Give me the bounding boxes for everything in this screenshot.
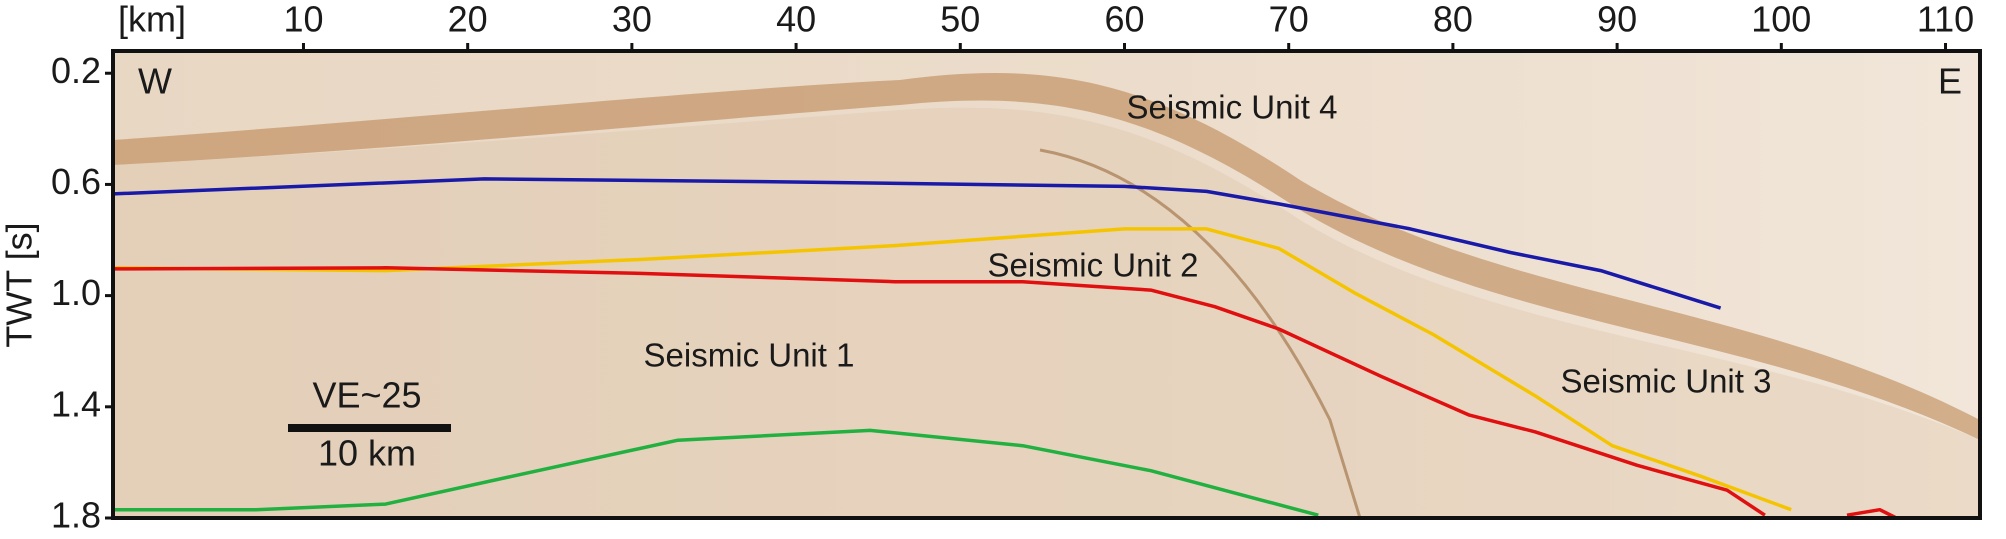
annotation: E xyxy=(1938,61,1962,102)
annotation: Seismic Unit 3 xyxy=(1561,363,1772,400)
y-tick-label: 0.6 xyxy=(51,161,101,202)
scale-length: 10 km xyxy=(318,433,416,474)
plot-area xyxy=(112,177,1898,520)
annotation: Seismic Unit 4 xyxy=(1127,89,1338,126)
x-axis-label: [km] xyxy=(118,0,186,40)
x-tick-label: 10 xyxy=(283,0,323,40)
horizon-line xyxy=(112,177,1722,310)
annotation: W xyxy=(138,61,172,102)
annotation: Seismic Unit 1 xyxy=(644,337,855,374)
horizon-line xyxy=(112,227,1792,512)
x-tick-label: 100 xyxy=(1751,0,1811,40)
y-tick-label: 0.2 xyxy=(51,50,101,91)
plot-frame xyxy=(111,49,1982,520)
x-tick-label: 70 xyxy=(1269,0,1309,40)
x-tick-label: 90 xyxy=(1597,0,1637,40)
y-tick-label: 1.0 xyxy=(51,272,101,313)
horizon-line xyxy=(112,266,1898,520)
x-tick-label: 40 xyxy=(776,0,816,40)
x-tick-label: 80 xyxy=(1433,0,1473,40)
x-tick-label: 30 xyxy=(612,0,652,40)
x-tick-label: 110 xyxy=(1917,0,1974,40)
x-tick-label: 50 xyxy=(940,0,980,40)
horizon-line xyxy=(113,428,1319,517)
x-tick-label: 60 xyxy=(1104,0,1144,40)
sediment-fill xyxy=(113,107,1980,519)
scale-exaggeration: VE~25 xyxy=(312,375,421,416)
annotation: Seismic Unit 2 xyxy=(988,247,1199,284)
x-tick-label: 20 xyxy=(448,0,488,40)
y-axis-label: TWT [s] xyxy=(0,222,40,347)
reflector xyxy=(1039,148,1362,519)
y-tick-label: 1.8 xyxy=(51,495,101,536)
y-tick-label: 1.4 xyxy=(51,383,101,424)
